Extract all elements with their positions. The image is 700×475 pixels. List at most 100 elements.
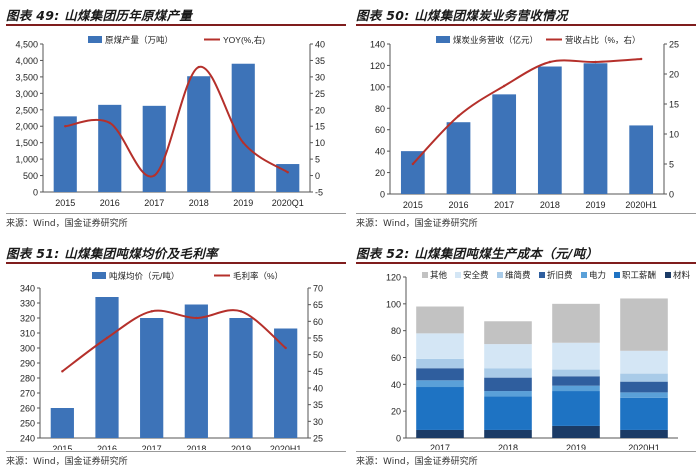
left-tick-label: 0 [380, 190, 385, 200]
stack-segment-折旧费-2019 [552, 376, 600, 386]
stack-segment-职工薪酬-2019 [552, 391, 600, 426]
right-tick-label: 25 [669, 40, 679, 50]
x-tick-label: 2017 [430, 443, 450, 450]
right-tick-label: 30 [313, 417, 323, 427]
chart-panel-51: 图表 51: 山煤集团吨煤均价及毛利率 240 250 260 270 280 290 30… [6, 240, 346, 470]
title-rule [356, 262, 696, 264]
stack-segment-安全费-2018 [484, 344, 532, 369]
x-tick-label: 2019 [231, 444, 251, 450]
left-tick-label: 100 [386, 299, 401, 309]
line-series [61, 309, 287, 373]
left-tick-label: 2,000 [15, 122, 38, 132]
left-tick-label: 100 [370, 82, 385, 92]
legend-swatch-维简费 [497, 272, 503, 278]
right-tick-label: 35 [313, 400, 323, 410]
title-rule [356, 24, 696, 26]
legend-line-label: 毛利率（%） [233, 271, 283, 281]
source-note: 来源：Wind，国金证券研究所 [6, 219, 128, 229]
legend-bar-swatch [436, 36, 450, 43]
right-tick-label: 15 [669, 100, 679, 110]
line-point-2020H1 [639, 57, 643, 61]
bar-2015 [400, 151, 425, 194]
line-point-2016 [108, 121, 111, 125]
source-note: 来源：Wind，国金证券研究所 [356, 219, 478, 229]
right-tick-label: -5 [315, 188, 323, 198]
x-tick-label: 2020H1 [628, 443, 660, 450]
left-tick-label: 1,000 [15, 155, 38, 165]
source-note: 来源：Wind，国金证券研究所 [6, 457, 128, 467]
bar-2019 [229, 318, 253, 438]
left-tick-label: 20 [375, 168, 385, 178]
left-tick-label: 40 [391, 380, 401, 390]
right-tick-label: 65 [313, 300, 323, 310]
right-tick-label: 30 [315, 72, 325, 82]
chart-title: 图表 49: 山煤集团历年原煤产量 [6, 8, 193, 23]
line-point-2019 [239, 310, 243, 313]
combo-chart-price-margin: 240 250 260 270 280 290 300 310 320 330 340 25 30 35 4… [20, 271, 323, 450]
line-point-2015 [411, 162, 415, 166]
right-tick-label: 40 [313, 384, 323, 394]
chart-title: 图表 50: 山煤集团煤炭业务营收情况 [356, 8, 568, 23]
right-tick-label: 70 [313, 284, 323, 294]
left-tick-label: 300 [20, 344, 35, 354]
chart-panel-50: 图表 50: 山煤集团煤炭业务营收情况 0 20 40 60 80 100 120 140 0 5… [356, 2, 696, 232]
legend-label-折旧费: 折旧费 [547, 270, 573, 280]
bar-2016 [446, 122, 471, 194]
bar-2017 [142, 105, 166, 192]
left-tick-label: 260 [20, 404, 35, 414]
line-point-2016 [105, 336, 109, 340]
line-point-2020Q1 [286, 171, 289, 174]
stacked-chart-cost: 0 20 40 60 80 100 120 2017 2018 2019 2020H1 其他 安全费 维简… [386, 270, 691, 450]
x-tick-label: 2016 [448, 200, 468, 210]
right-tick-label: 35 [315, 56, 325, 66]
stack-segment-折旧费-2017 [416, 368, 464, 381]
bar-2015 [50, 408, 74, 438]
right-tick-label: 0 [315, 171, 320, 181]
legend-swatch-其他 [422, 272, 428, 278]
x-tick-label: 2019 [233, 198, 253, 208]
stack-segment-其他-2018 [484, 321, 532, 345]
legend-swatch-职工薪酬 [614, 272, 620, 278]
bar-2020H1 [274, 328, 298, 438]
stack-segment-材料-2018 [484, 429, 532, 438]
source-rule [6, 451, 346, 452]
left-tick-label: 2,500 [15, 105, 38, 115]
left-tick-label: 80 [391, 326, 401, 336]
source-rule [6, 213, 346, 214]
left-tick-label: 500 [23, 171, 38, 181]
legend-swatch-电力 [581, 272, 587, 278]
x-tick-label: 2019 [585, 200, 605, 210]
x-tick-label: 2019 [566, 443, 586, 450]
legend-label-职工薪酬: 职工薪酬 [622, 270, 656, 280]
left-tick-label: 0 [33, 188, 38, 198]
bar-2017 [492, 94, 517, 194]
right-tick-label: 20 [315, 105, 325, 115]
stack-segment-安全费-2020H1 [620, 350, 668, 374]
left-tick-label: 3,500 [15, 72, 38, 82]
line-point-2016 [457, 114, 460, 118]
right-tick-label: 5 [315, 155, 320, 165]
x-tick-label: 2015 [403, 200, 423, 210]
left-tick-label: 1,500 [15, 138, 38, 148]
source-note: 来源：Wind，国金证券研究所 [356, 457, 478, 467]
legend-label-维简费: 维简费 [505, 270, 531, 280]
x-tick-label: 2017 [494, 200, 514, 210]
right-tick-label: 15 [315, 122, 325, 132]
line-point-2015 [64, 125, 67, 128]
legend-swatch-折旧费 [539, 272, 545, 278]
legend-bar-label: 煤炭业务营收（亿元） [453, 35, 538, 45]
left-tick-label: 340 [20, 284, 35, 294]
stack-segment-维简费-2018 [484, 368, 532, 378]
legend-label-安全费: 安全费 [463, 270, 489, 280]
line-point-2017 [502, 84, 506, 88]
legend-swatch-安全费 [455, 272, 461, 278]
x-tick-label: 2016 [97, 444, 117, 450]
line-point-2019 [594, 60, 597, 64]
left-tick-label: 4,000 [15, 56, 38, 66]
stack-segment-材料-2017 [416, 429, 464, 438]
line-point-2017 [150, 310, 153, 313]
x-tick-label: 2020H1 [270, 444, 302, 450]
stack-segment-材料-2019 [552, 425, 600, 438]
title-rule [6, 24, 346, 26]
left-tick-label: 20 [391, 407, 401, 417]
